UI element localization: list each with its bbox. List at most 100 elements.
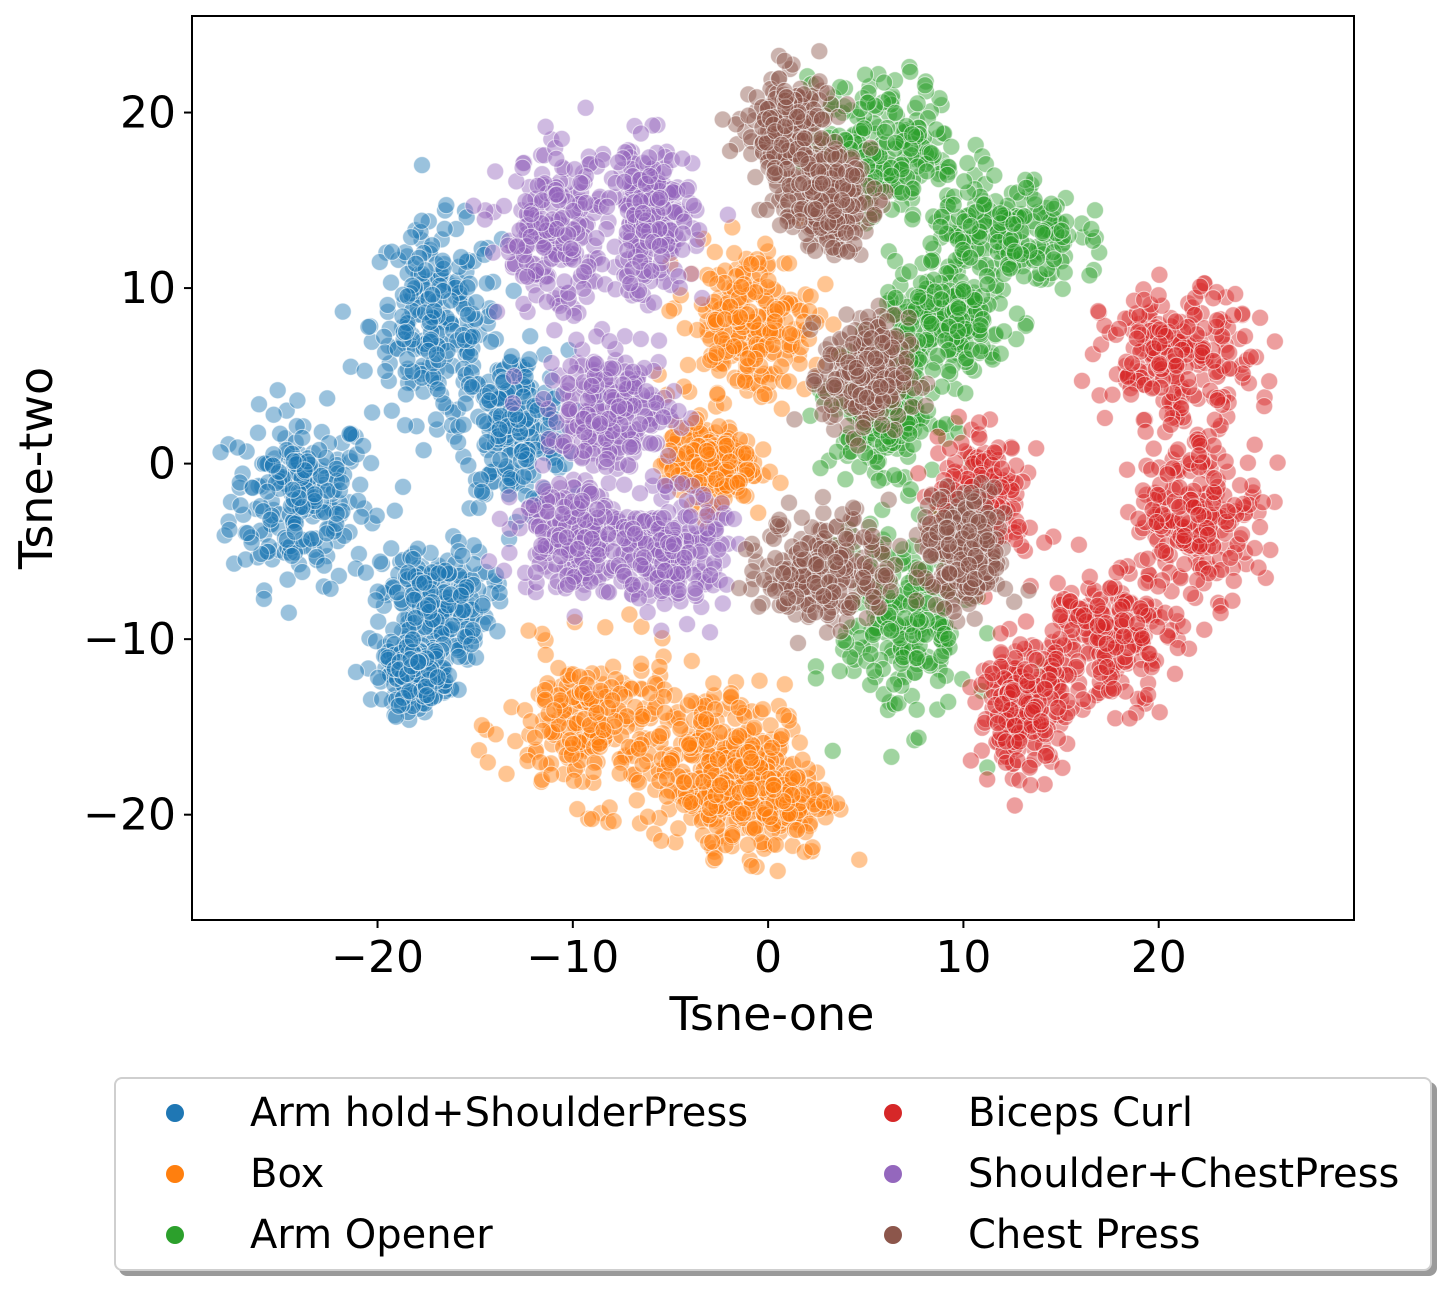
scatter-point — [495, 197, 513, 215]
scatter-point — [398, 287, 417, 306]
scatter-point — [904, 626, 922, 645]
scatter-point — [211, 443, 230, 462]
scatter-point — [900, 262, 919, 281]
scatter-points — [211, 42, 1287, 880]
scatter-point — [329, 566, 348, 585]
scatter-point — [282, 546, 301, 565]
scatter-point — [271, 424, 290, 443]
scatter-point — [885, 675, 904, 694]
scatter-point — [1251, 308, 1270, 327]
scatter-point — [547, 220, 566, 238]
scatter-point — [416, 261, 435, 280]
scatter-point — [893, 183, 912, 202]
scatter-point — [417, 686, 436, 705]
scatter-point — [349, 491, 368, 510]
scatter-point — [771, 473, 790, 492]
scatter-point — [1205, 469, 1224, 488]
scatter-point — [228, 438, 247, 457]
scatter-point — [478, 753, 497, 772]
scatter-point — [775, 675, 794, 694]
scatter-point — [1103, 385, 1122, 404]
scatter-point — [1061, 592, 1080, 611]
scatter-point — [907, 649, 926, 667]
scatter-point — [488, 302, 506, 321]
scatter-point — [787, 821, 806, 839]
scatter-point — [437, 196, 456, 215]
scatter-point — [638, 807, 657, 826]
scatter-point — [277, 441, 296, 459]
scatter-point — [1236, 327, 1254, 346]
scatter-point — [1166, 664, 1184, 683]
scatter-point — [1082, 220, 1101, 238]
scatter-point — [988, 714, 1007, 733]
scatter-point — [983, 664, 1002, 683]
scatter-point — [697, 441, 716, 460]
scatter-point — [720, 452, 739, 471]
scatter-point — [1150, 265, 1169, 284]
scatter-point — [886, 133, 905, 152]
scatter-point — [518, 267, 537, 286]
scatter-point — [409, 653, 428, 671]
scatter-point — [462, 635, 481, 654]
scatter-point — [725, 244, 744, 263]
scatter-point — [703, 832, 722, 851]
scatter-point — [754, 440, 773, 459]
scatter-point — [349, 545, 368, 563]
scatter-point — [1107, 563, 1126, 582]
scatter-point — [341, 357, 360, 376]
scatter-point — [427, 345, 446, 364]
scatter-point — [850, 850, 869, 869]
scatter-point — [927, 120, 946, 139]
scatter-point — [346, 559, 365, 578]
scatter-point — [908, 94, 927, 113]
scatter-point — [441, 291, 460, 310]
scatter-point — [462, 378, 481, 397]
scatter-point — [734, 486, 753, 505]
scatter-point — [568, 800, 587, 819]
scatter-point — [909, 287, 927, 306]
scatter-point — [463, 327, 482, 346]
scatter-point — [1190, 537, 1209, 556]
scatter-point — [1224, 306, 1243, 325]
scatter-point — [571, 173, 590, 192]
scatter-point — [708, 750, 727, 769]
scatter-point — [780, 324, 799, 343]
scatter-point — [970, 428, 989, 447]
scatter-point — [258, 482, 277, 501]
scatter-point — [576, 98, 595, 117]
scatter-point — [882, 747, 901, 766]
scatter-point — [1074, 690, 1092, 709]
scatter-point — [1170, 478, 1189, 497]
scatter-point — [1069, 535, 1088, 554]
scatter-point — [1086, 201, 1104, 220]
scatter-point — [243, 478, 262, 497]
scatter-point — [379, 371, 398, 390]
scatter-point — [475, 210, 494, 229]
scatter-point — [564, 771, 583, 790]
scatter-point — [1027, 439, 1046, 458]
scatter-point — [985, 166, 1004, 185]
scatter-point — [525, 728, 544, 747]
scatter-point — [454, 447, 473, 466]
scatter-point — [764, 336, 783, 354]
scatter-point — [464, 196, 483, 215]
scatter-point — [710, 417, 729, 436]
scatter-point — [1218, 502, 1237, 521]
scatter-point — [324, 522, 343, 541]
scatter-point — [864, 625, 882, 644]
scatter-point — [932, 377, 951, 396]
scatter-point — [518, 441, 537, 459]
scatter-point — [974, 195, 993, 214]
scatter-point — [593, 151, 612, 169]
scatter-point — [1120, 709, 1139, 728]
scatter-point — [459, 456, 478, 475]
scatter-point — [406, 254, 425, 273]
scatter-point — [490, 420, 509, 439]
scatter-point — [457, 208, 476, 227]
scatter-point — [222, 493, 240, 511]
scatter-point — [1104, 679, 1123, 698]
scatter-point — [327, 514, 346, 533]
scatter-point — [780, 372, 798, 391]
scatter-point — [396, 385, 415, 404]
